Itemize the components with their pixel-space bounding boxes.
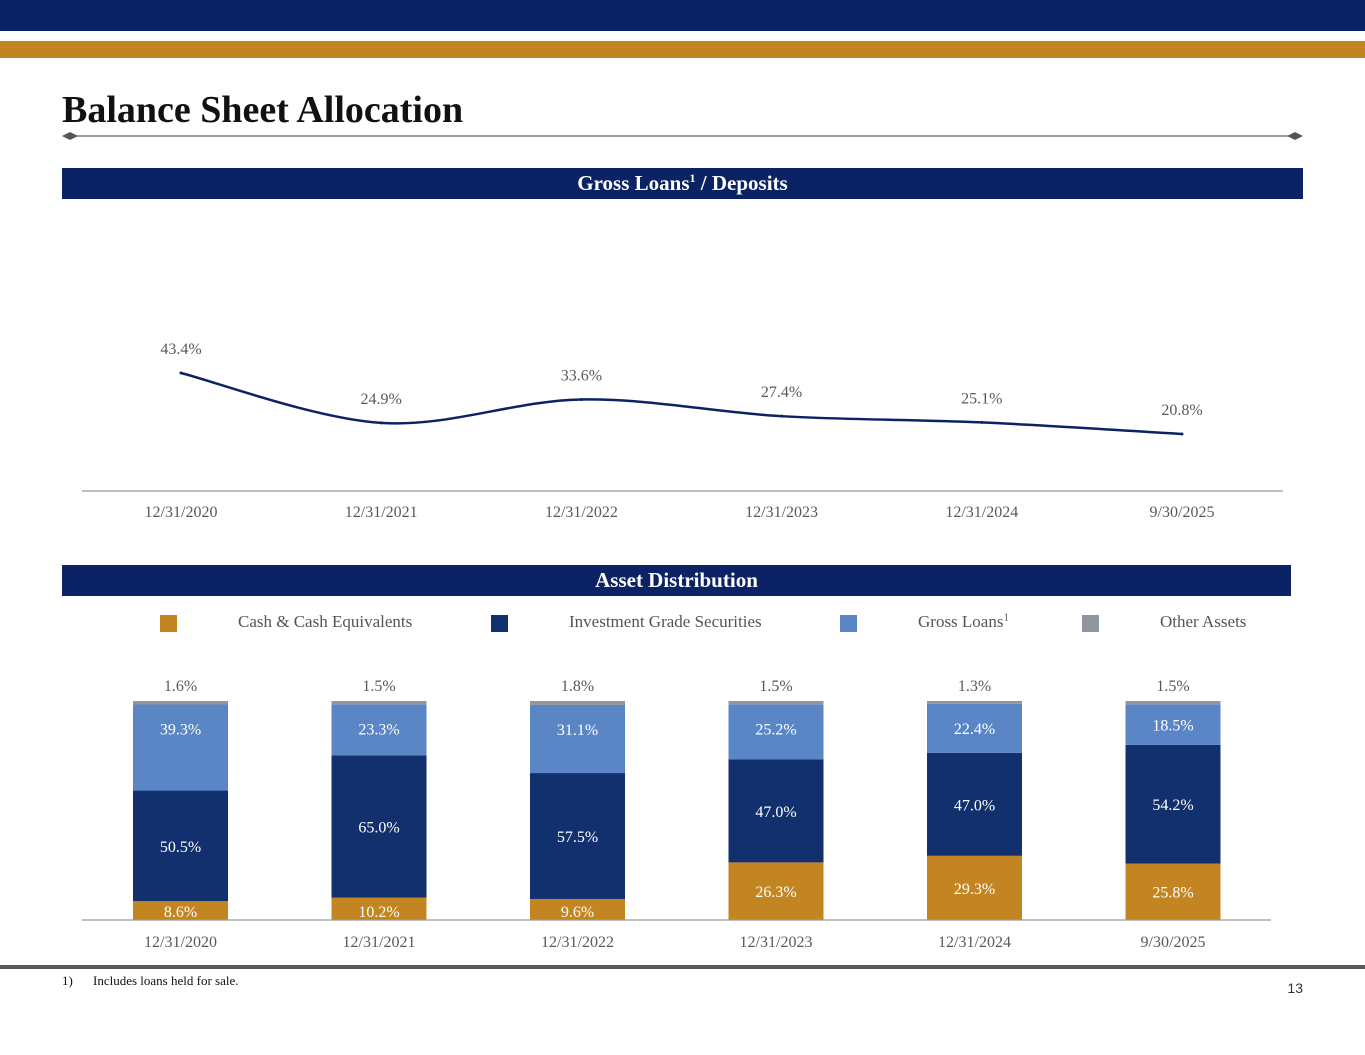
legend-swatch-cash xyxy=(160,615,177,632)
line-point xyxy=(1180,432,1184,436)
bar-label-cash: 9.6% xyxy=(561,904,594,921)
line-x-tick-label: 12/31/2023 xyxy=(745,504,818,521)
bar-segment-securities xyxy=(927,752,1022,856)
bar-segment-securities xyxy=(728,759,824,863)
bar-label-other: 1.5% xyxy=(1156,678,1189,695)
line-point xyxy=(579,397,583,401)
page-number: 13 xyxy=(1287,980,1303,996)
line-point xyxy=(179,371,183,375)
bar-x-tick-label: 9/30/2025 xyxy=(1141,934,1206,951)
bar-segment-other xyxy=(1125,701,1221,705)
bar-label-loans: 18.5% xyxy=(1152,718,1193,735)
bar-segment-other xyxy=(530,701,625,705)
footnote: 1) Includes loans held for sale. xyxy=(62,973,238,989)
line-data-label: 43.4% xyxy=(160,341,201,358)
line-point xyxy=(980,420,984,424)
bar-label-other: 1.5% xyxy=(759,678,792,695)
bar-label-loans: 39.3% xyxy=(160,722,201,739)
bar-label-other: 1.5% xyxy=(362,678,395,695)
line-x-tick-label: 9/30/2025 xyxy=(1150,504,1215,521)
top-gold-band xyxy=(0,41,1365,58)
bar-segment-other xyxy=(927,701,1022,704)
bar-x-tick-label: 12/31/2023 xyxy=(740,934,813,951)
line-data-label: 27.4% xyxy=(761,384,802,401)
gross-loans-deposits-line xyxy=(180,371,1183,436)
bar-segment-loans xyxy=(728,704,824,760)
bar-segment-cash xyxy=(927,855,1022,920)
asset-distribution-bar-chart: 8.6% 50.5% 39.3% 1.6% 12/31/2020 10.2% 65.0% 23… xyxy=(82,678,1271,951)
bar-chart-legend: Cash & Cash Equivalents Investment Grade… xyxy=(0,612,1365,636)
line-x-tick-label: 12/31/2021 xyxy=(345,504,418,521)
bar-label-securities: 65.0% xyxy=(358,819,399,836)
bar-label-other: 1.3% xyxy=(958,678,991,695)
legend-swatch-loans xyxy=(840,615,857,632)
bar-segment-securities xyxy=(331,755,427,898)
bar-segment-cash xyxy=(728,862,824,920)
title-divider xyxy=(62,132,1303,140)
bar-label-securities: 47.0% xyxy=(954,797,995,814)
bar-label-securities: 57.5% xyxy=(557,829,598,846)
footnote-number: 1) xyxy=(62,973,73,988)
legend-label-cash: Cash & Cash Equivalents xyxy=(238,612,413,631)
legend-label-other: Other Assets xyxy=(1160,612,1247,631)
legend-swatch-securities xyxy=(491,615,508,632)
bar-label-other: 1.8% xyxy=(561,678,594,695)
bar-segment-loans xyxy=(133,704,228,791)
bar-segment-securities xyxy=(1125,744,1221,864)
bar-x-tick-label: 12/31/2024 xyxy=(938,934,1011,951)
bar-label-cash: 29.3% xyxy=(954,881,995,898)
line-point xyxy=(379,421,383,425)
bar-label-loans: 22.4% xyxy=(954,721,995,738)
bar-segment-cash xyxy=(331,897,427,920)
page-title: Balance Sheet Allocation xyxy=(62,89,464,131)
loans-deposits-line-chart: 43.4% 12/31/2020 24.9% 12/31/2021 33.6% 12/31… xyxy=(82,341,1283,521)
bar-segment-cash xyxy=(530,898,625,920)
line-data-label: 24.9% xyxy=(361,391,402,408)
bar-chart-title: Asset Distribution xyxy=(595,568,758,592)
bar-segment-other xyxy=(133,701,228,705)
bar-label-cash: 10.2% xyxy=(358,904,399,921)
bar-label-other: 1.6% xyxy=(164,678,197,695)
line-chart-title-suffix: / Deposits xyxy=(695,171,788,195)
line-x-tick-label: 12/31/2022 xyxy=(545,504,618,521)
legend-swatch-other xyxy=(1082,615,1099,632)
bar-segment-cash xyxy=(1125,863,1221,920)
bar-label-cash: 25.8% xyxy=(1152,885,1193,902)
line-point xyxy=(780,414,784,418)
bar-label-loans: 23.3% xyxy=(358,721,399,738)
bar-label-loans: 25.2% xyxy=(755,721,796,738)
legend-label-loans: Gross Loans1 xyxy=(918,611,1009,631)
footer-rule xyxy=(0,965,1365,969)
line-x-tick-label: 12/31/2020 xyxy=(145,504,218,521)
bar-x-tick-label: 12/31/2022 xyxy=(541,934,614,951)
line-data-label: 33.6% xyxy=(561,367,602,384)
bar-x-tick-label: 12/31/2020 xyxy=(144,934,217,951)
bar-segment-securities xyxy=(133,790,228,902)
line-data-label: 20.8% xyxy=(1161,402,1202,419)
bar-segment-loans xyxy=(530,704,625,774)
bar-segment-loans xyxy=(927,703,1022,753)
line-data-label: 25.1% xyxy=(961,390,1002,407)
line-chart-header: Gross Loans1 / Deposits xyxy=(62,168,1303,199)
bar-segment-other xyxy=(331,701,427,705)
bar-x-tick-label: 12/31/2021 xyxy=(343,934,416,951)
bar-label-cash: 26.3% xyxy=(755,884,796,901)
line-x-tick-label: 12/31/2024 xyxy=(945,504,1018,521)
bar-segment-securities xyxy=(530,773,625,899)
bar-label-securities: 47.0% xyxy=(755,804,796,821)
line-chart-title: Gross Loans xyxy=(577,171,690,195)
line-chart-title-footnote: 1 xyxy=(689,171,696,185)
bar-segment-loans xyxy=(331,704,427,756)
footnote-text: Includes loans held for sale. xyxy=(93,973,239,988)
bar-label-loans: 31.1% xyxy=(557,722,598,739)
top-navy-band xyxy=(0,0,1365,31)
bar-segment-loans xyxy=(1125,704,1221,745)
bar-segment-other xyxy=(728,701,824,705)
bar-segment-cash xyxy=(133,901,228,920)
bar-label-securities: 54.2% xyxy=(1152,797,1193,814)
bar-label-securities: 50.5% xyxy=(160,839,201,856)
legend-label-securities: Investment Grade Securities xyxy=(569,612,762,631)
bar-chart-header: Asset Distribution xyxy=(62,565,1291,596)
bar-label-cash: 8.6% xyxy=(164,904,197,921)
